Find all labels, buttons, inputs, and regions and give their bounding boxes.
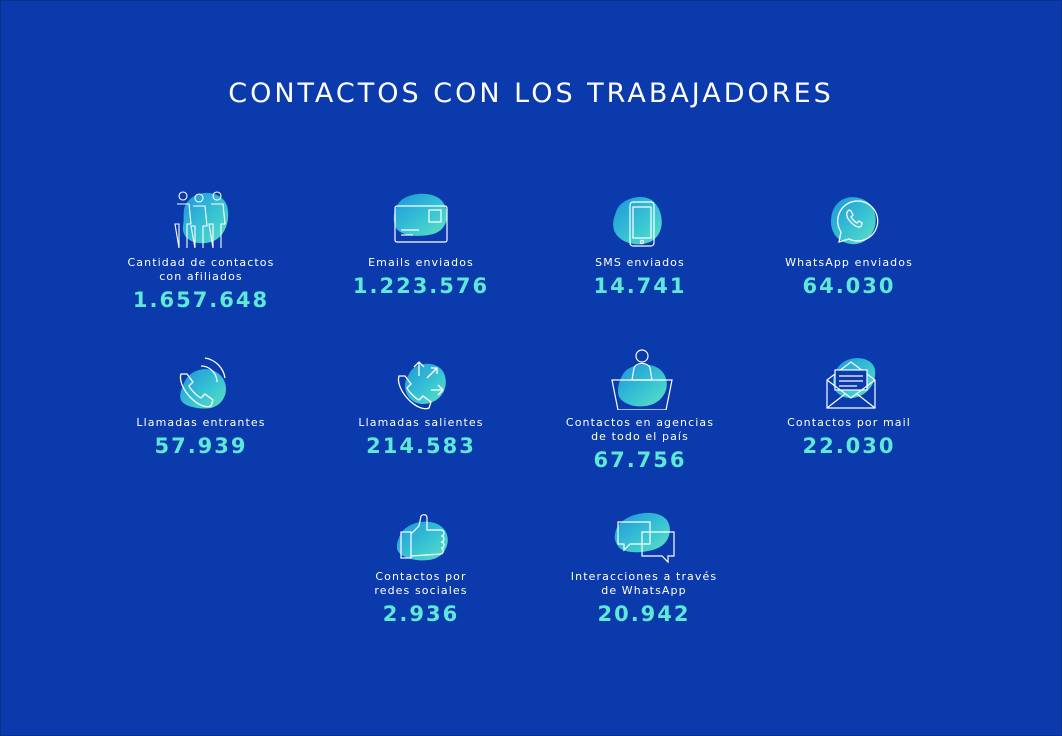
stat-label: Emails enviados	[368, 256, 474, 269]
stat-label: Cantidad de contactos con afiliados	[127, 256, 275, 283]
incoming-call-icon	[91, 346, 311, 410]
stat-value: 64.030	[802, 274, 896, 298]
mail-open-icon	[739, 346, 959, 410]
stat-agency-contacts: Contactos en agencias de todo el país 67…	[530, 346, 750, 472]
stat-value: 214.583	[366, 434, 476, 458]
stat-label: Contactos por redes sociales	[374, 570, 468, 597]
chat-bubbles-icon	[534, 500, 754, 564]
envelope-card-icon	[311, 186, 531, 250]
stat-value: 1.223.576	[352, 274, 490, 298]
people-icon	[91, 186, 311, 250]
stat-emails-sent: Emails enviados 1.223.576	[311, 186, 531, 298]
stat-whatsapp-interactions: Interacciones a través de WhatsApp 20.94…	[534, 500, 754, 626]
stat-label: Contactos por mail	[787, 416, 911, 429]
stat-label: Interacciones a través de WhatsApp	[570, 570, 718, 597]
stat-whatsapp-sent: WhatsApp enviados 64.030	[739, 186, 959, 298]
stat-label: Contactos en agencias de todo el país	[565, 416, 715, 443]
whatsapp-icon	[739, 186, 959, 250]
stat-label: Llamadas entrantes	[136, 416, 266, 429]
page-title: CONTACTOS CON LOS TRABAJADORES	[228, 78, 834, 109]
stat-sms-sent: SMS enviados 14.741	[530, 186, 750, 298]
stat-value: 1.657.648	[132, 288, 270, 312]
stat-mail-contacts: Contactos por mail 22.030	[739, 346, 959, 458]
stat-affiliate-contacts: Cantidad de contactos con afiliados 1.65…	[91, 186, 311, 312]
stat-outgoing-calls: Llamadas salientes 214.583	[311, 346, 531, 458]
outgoing-call-icon	[311, 346, 531, 410]
stat-value: 14.741	[593, 274, 687, 298]
smartphone-icon	[530, 186, 750, 250]
stat-social-contacts: Contactos por redes sociales 2.936	[311, 500, 531, 626]
stat-label: SMS enviados	[595, 256, 685, 269]
stat-label: WhatsApp enviados	[785, 256, 913, 269]
thumbs-up-icon	[311, 500, 531, 564]
stat-value: 20.942	[597, 602, 691, 626]
stat-incoming-calls: Llamadas entrantes 57.939	[91, 346, 311, 458]
stat-value: 2.936	[382, 602, 460, 626]
agency-person-icon	[530, 346, 750, 410]
stat-value: 57.939	[154, 434, 248, 458]
stat-value: 22.030	[802, 434, 896, 458]
stat-label: Llamadas salientes	[358, 416, 484, 429]
stat-value: 67.756	[593, 448, 687, 472]
